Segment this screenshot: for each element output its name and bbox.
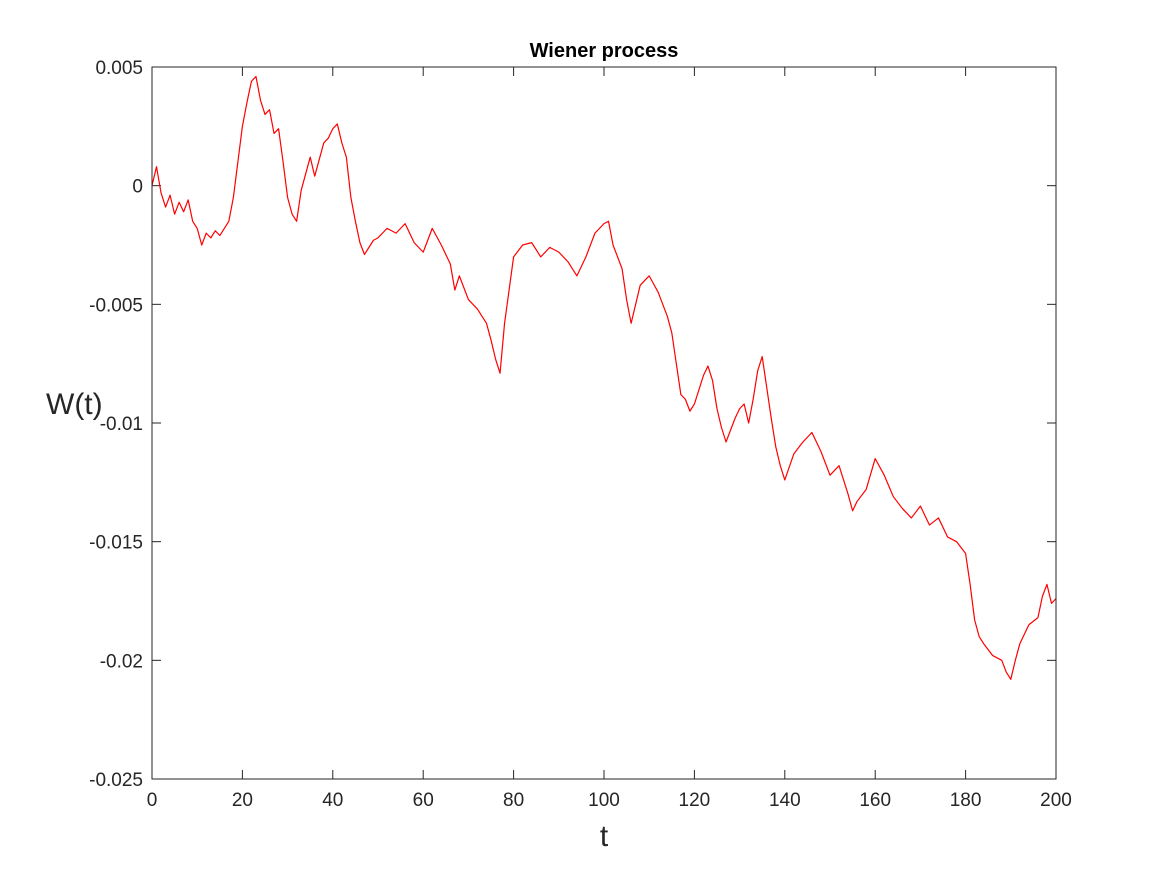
x-tick-label: 40 (322, 790, 343, 811)
plot-area (152, 67, 1056, 779)
x-axis-label: t (600, 820, 609, 853)
y-axis-tick-labels: 0.005 0 -0.005 -0.01 -0.015 -0.02 -0.025 (89, 58, 143, 791)
x-tick-label: 180 (950, 790, 982, 811)
x-tick-label: 140 (769, 790, 801, 811)
x-tick-label: 60 (413, 790, 434, 811)
y-axis-label: W(t) (46, 388, 103, 421)
y-tick-label: -0.015 (89, 533, 143, 554)
y-tick-label: -0.02 (100, 651, 143, 672)
x-tick-label: 160 (859, 790, 891, 811)
y-tick-label: 0.005 (95, 58, 143, 79)
x-tick-label: 80 (503, 790, 524, 811)
x-axis-tick-labels: 0 20 40 60 80 100 120 140 160 180 200 (147, 790, 1072, 811)
y-tick-label: -0.005 (89, 295, 143, 316)
axes-box (151, 66, 1057, 780)
y-tick-label: -0.025 (89, 770, 143, 791)
series-line (151, 75, 1057, 680)
y-tick-label: 0 (132, 177, 143, 198)
chart-title: Wiener process (530, 40, 679, 62)
x-tick-label: 0 (147, 790, 158, 811)
y-tick-label: -0.01 (100, 414, 143, 435)
x-tick-label: 200 (1040, 790, 1072, 811)
x-tick-label: 100 (588, 790, 620, 811)
x-tick-label: 120 (679, 790, 711, 811)
x-tick-label: 20 (232, 790, 253, 811)
